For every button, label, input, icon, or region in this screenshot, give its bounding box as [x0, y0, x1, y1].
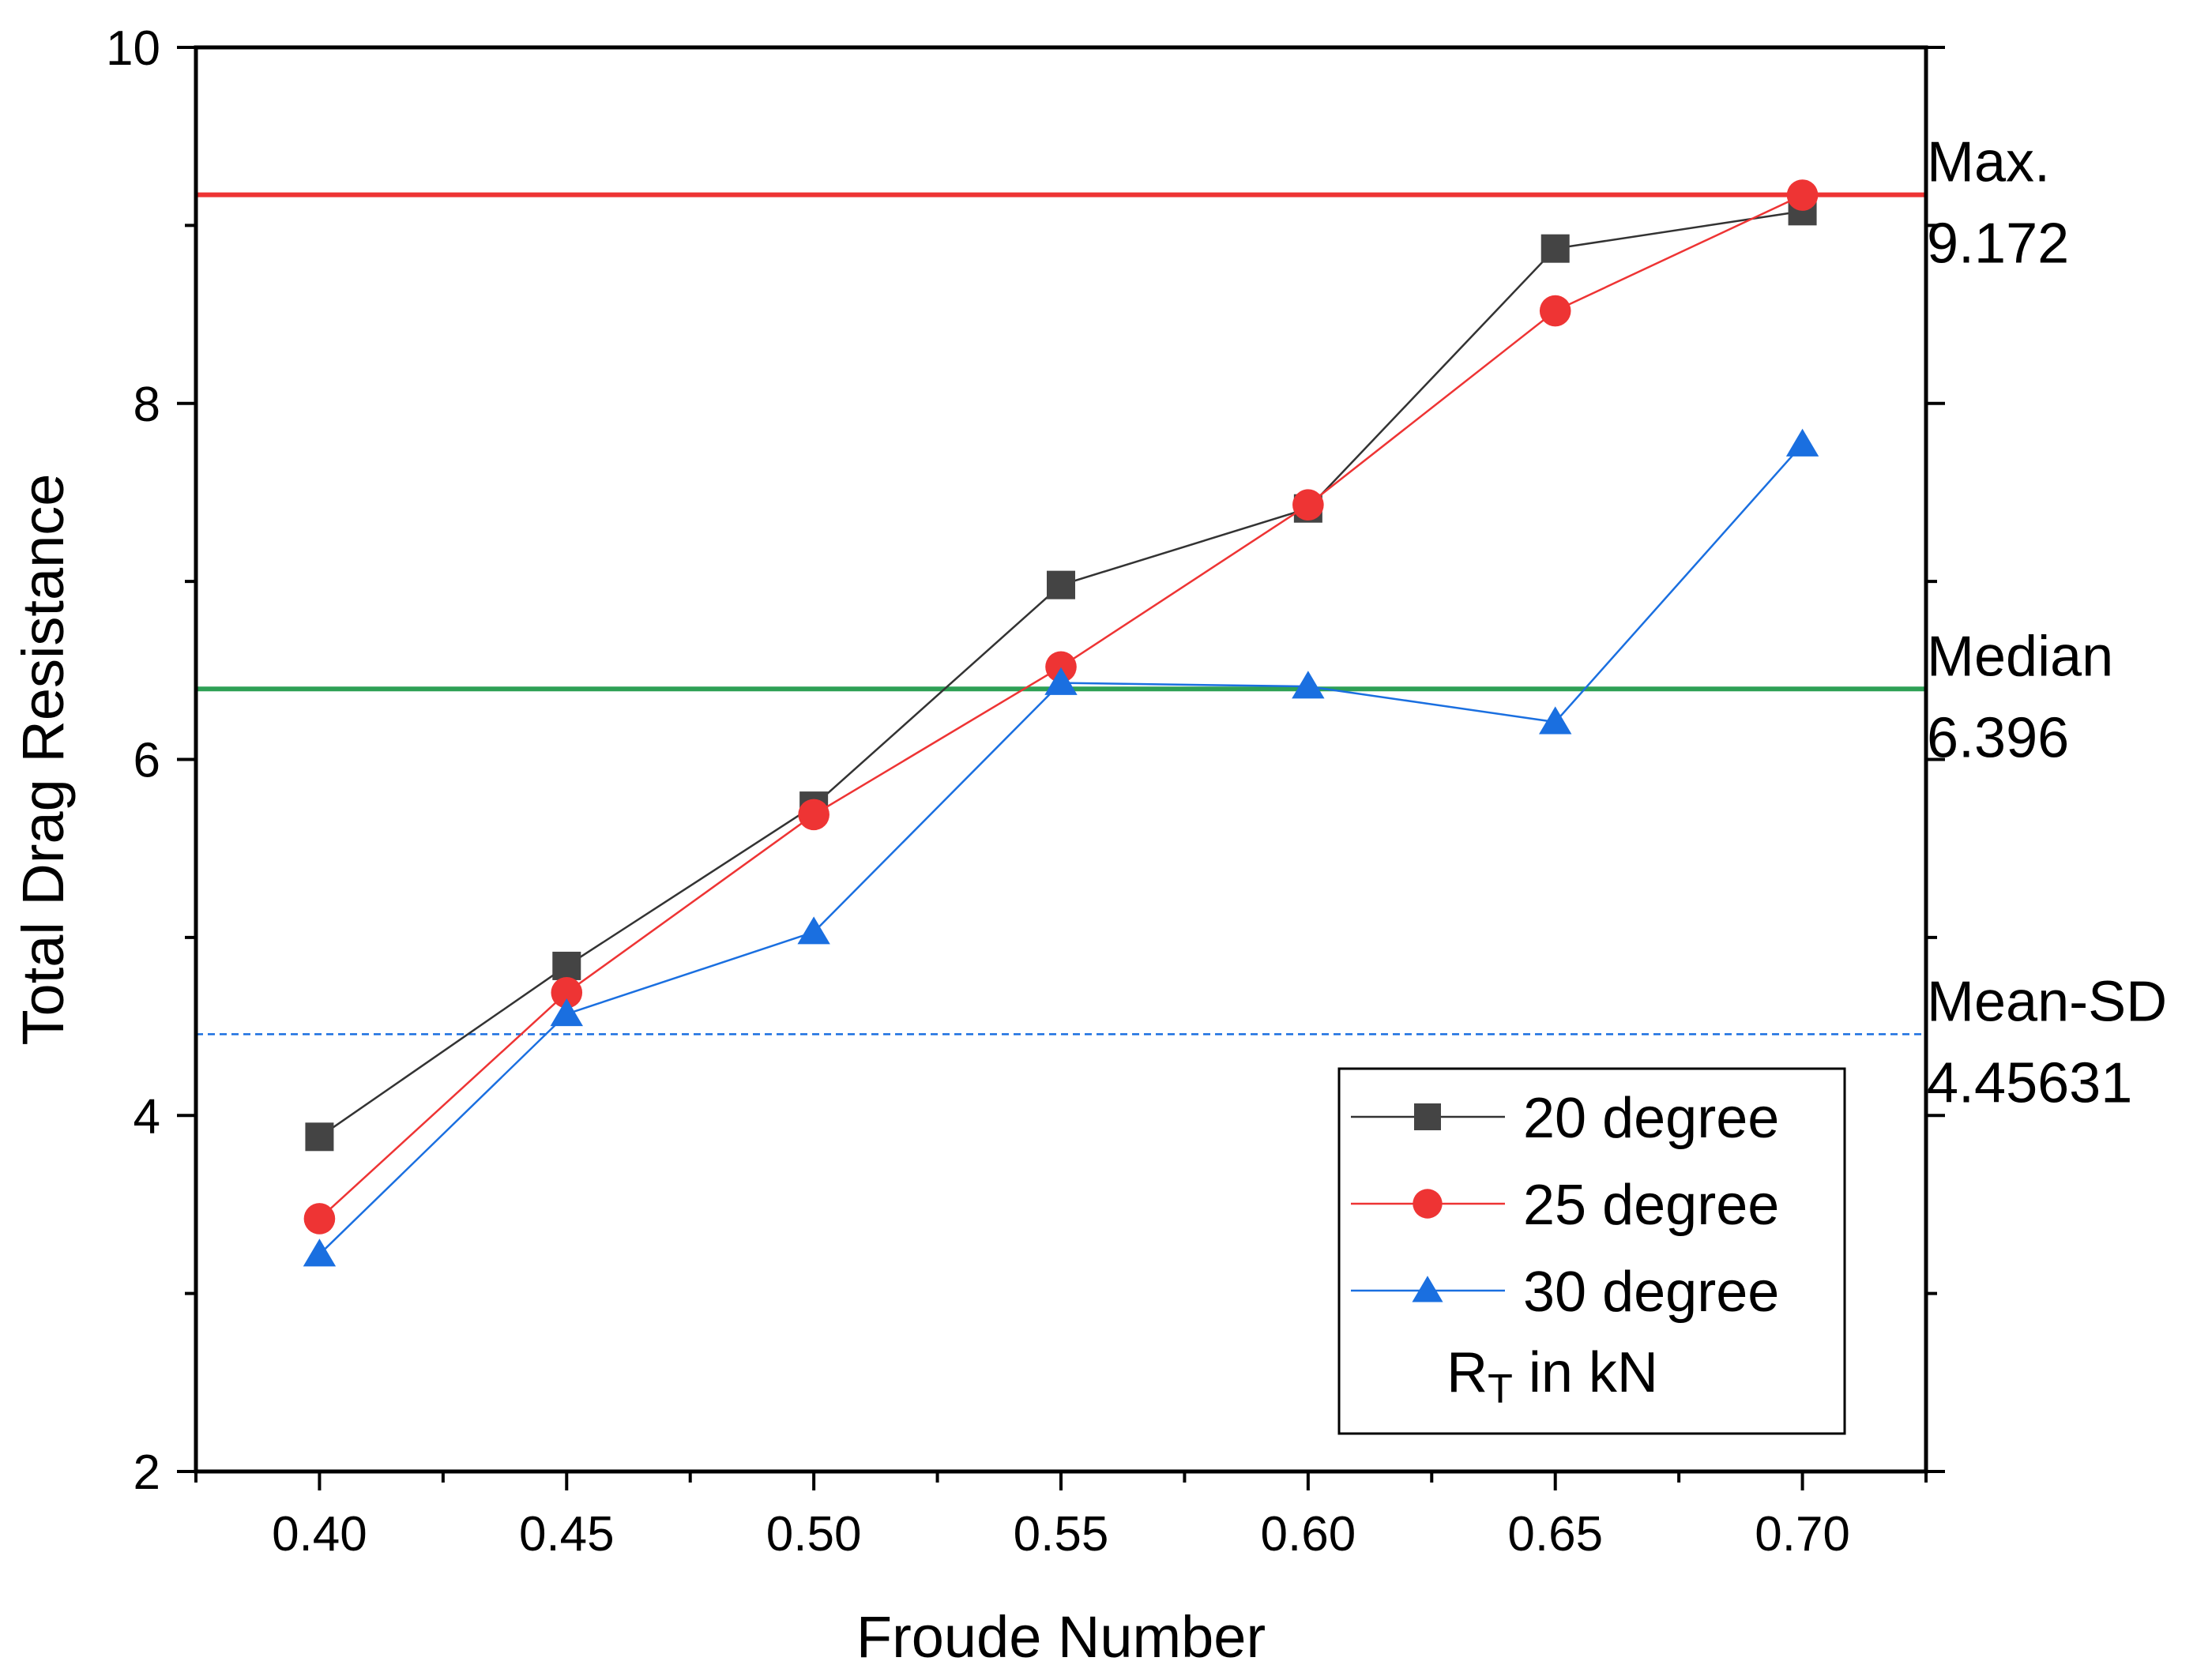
- reference-value-label: 9.172: [1927, 212, 2069, 276]
- legend-note-rest: in kN: [1513, 1341, 1658, 1404]
- reference-name-label: Mean-SD: [1927, 970, 2167, 1033]
- data-point: [1292, 489, 1324, 521]
- data-point: [552, 951, 581, 980]
- data-point: [798, 799, 830, 831]
- x-tick-label: 0.55: [1014, 1507, 1109, 1562]
- data-point: [1786, 179, 1819, 211]
- x-tick-label: 0.60: [1261, 1507, 1356, 1562]
- data-point: [1539, 295, 1571, 327]
- data-point: [303, 1203, 336, 1235]
- axis-ticks: 0.40 0.45 0.50 0.55 0.60 0.65 0.70 2 4 6 8 10: [106, 21, 1945, 1562]
- legend-label: 25 degree: [1523, 1174, 1779, 1237]
- legend-marker: [1414, 1103, 1441, 1130]
- x-axis-title: Froude Number: [856, 1604, 1266, 1670]
- legend-label: 30 degree: [1523, 1261, 1779, 1324]
- series-25-degree: [303, 179, 1819, 1235]
- data-point: [551, 976, 583, 1009]
- data-point: [1539, 706, 1572, 735]
- legend-entry: 30 degree: [1351, 1261, 1779, 1324]
- legend-marker: [1412, 1276, 1443, 1302]
- legend-entries: 20 degree 25 degree 30 degree: [1351, 1087, 1779, 1324]
- y-tick-label: 4: [134, 1089, 160, 1144]
- x-tick-label: 0.40: [272, 1507, 367, 1562]
- data-point: [1044, 667, 1078, 695]
- data-point: [797, 916, 830, 945]
- data-point: [305, 1122, 334, 1152]
- reference-value-label: 6.396: [1927, 706, 2069, 769]
- data-point: [1292, 671, 1325, 699]
- reference-lines: [196, 192, 1926, 1035]
- reference-value-label: 4.45631: [1927, 1051, 2132, 1114]
- series-line: [318, 194, 1804, 1220]
- legend-note-main: R: [1446, 1341, 1488, 1404]
- legend-entry: 25 degree: [1351, 1174, 1779, 1237]
- legend-marker: [1413, 1189, 1443, 1219]
- y-tick-label: 10: [106, 21, 160, 76]
- y-tick-label: 6: [134, 734, 160, 788]
- x-tick-label: 0.70: [1755, 1507, 1850, 1562]
- legend-note-subscript: T: [1488, 1366, 1513, 1412]
- x-tick-label: 0.45: [519, 1507, 615, 1562]
- data-point: [1045, 651, 1077, 683]
- data-point: [1540, 234, 1570, 263]
- x-tick-label: 0.65: [1507, 1507, 1603, 1562]
- y-tick-label: 8: [134, 378, 160, 432]
- legend-label: 20 degree: [1523, 1087, 1779, 1150]
- legend-note: RT in kN: [1446, 1341, 1658, 1412]
- data-point: [550, 998, 583, 1027]
- y-axis-title: Total Drag Resistance: [10, 474, 76, 1046]
- data-point: [1785, 428, 1819, 457]
- legend: 20 degree 25 degree 30 degree RT in kN: [1337, 1067, 1846, 1435]
- reference-name-label: Median: [1927, 625, 2113, 688]
- reference-labels: Max. 9.172 Median 6.396 Mean-SD 4.45631: [1927, 131, 2167, 1115]
- legend-entry: 20 degree: [1351, 1087, 1779, 1150]
- series-layer: [303, 179, 1819, 1267]
- y-tick-label: 2: [134, 1445, 160, 1500]
- reference-name-label: Max.: [1927, 131, 2050, 194]
- data-point: [303, 1238, 337, 1267]
- x-tick-label: 0.50: [766, 1507, 862, 1562]
- data-point: [1047, 570, 1075, 599]
- series-30-degree: [303, 428, 1819, 1267]
